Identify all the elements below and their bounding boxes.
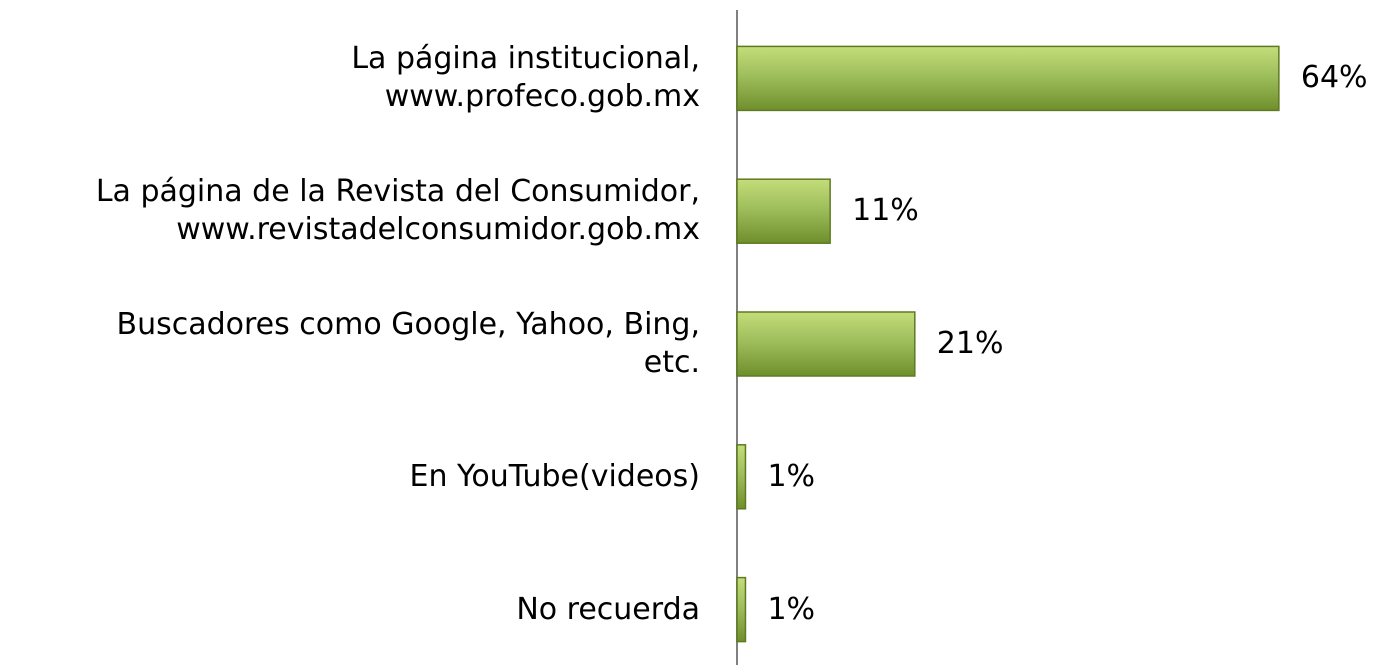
bar <box>736 576 747 643</box>
value-label: 21% <box>936 326 1004 361</box>
category-label: Buscadores como Google, Yahoo, Bing, etc… <box>116 307 700 380</box>
bar <box>736 178 831 244</box>
value-label: 1% <box>767 591 816 627</box>
value-label: 1% <box>767 458 816 494</box>
bar <box>736 444 747 510</box>
bar <box>736 311 916 377</box>
category-label: La página de la Revista del Consumidor, … <box>95 174 700 248</box>
bar <box>736 45 1280 112</box>
category-label: La página institucional, www.profeco.gob… <box>351 41 700 115</box>
category-label: No recuerda <box>516 591 700 627</box>
category-label: En YouTube(videos) <box>409 458 700 494</box>
value-label: 11% <box>852 193 919 229</box>
value-label: 64% <box>1300 60 1368 96</box>
